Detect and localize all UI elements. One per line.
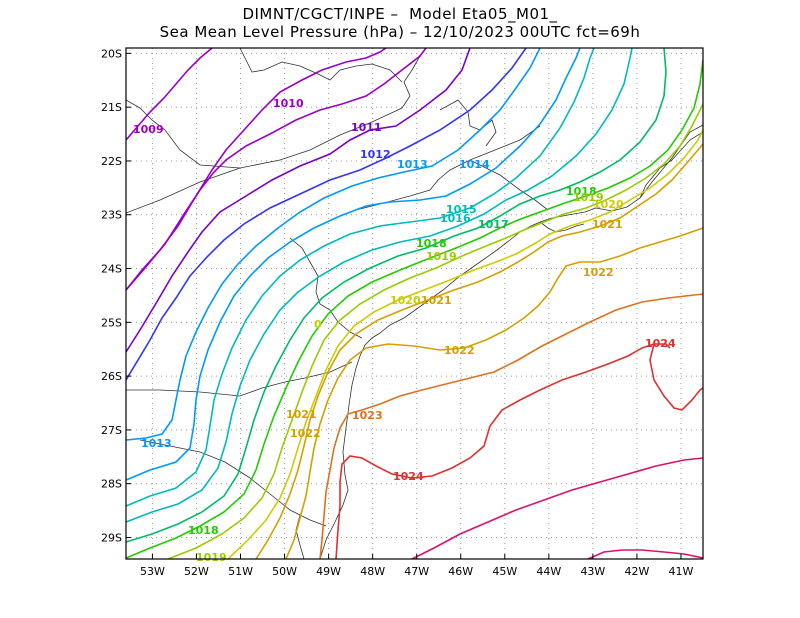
river-border-north (239, 48, 403, 83)
contour-label: 1023 (352, 409, 383, 422)
x-tick-label: 48W (360, 565, 385, 578)
state-border-mg-es (639, 131, 703, 199)
contour-label: 1019 (196, 551, 227, 564)
isobar-1025 (411, 457, 703, 559)
state-border-sc-rs (139, 439, 327, 527)
contour-label: 1022 (444, 344, 475, 357)
y-tick-label: 20S (101, 47, 122, 60)
isobars (126, 48, 703, 559)
state-border-sp-pr (289, 237, 363, 339)
contour-label: 1020 (390, 294, 421, 307)
isobar-1015 (126, 48, 595, 507)
title-line-2: Sea Mean Level Pressure (hPa) – 12/10/20… (159, 23, 641, 41)
contour-labels: 1009 1010 1011 1012 1013 1014 1015 1016 … (133, 97, 676, 564)
isobar-1024 (335, 343, 671, 559)
contour-label: 1013 (141, 437, 172, 450)
x-tick-label: 47W (404, 565, 429, 578)
x-tick-label: 41W (669, 565, 694, 578)
y-axis-ticks: 20S 21S 22S 23S 24S 25S 26S 27S 28S 29S (101, 47, 131, 544)
contour-label: 1022 (583, 266, 614, 279)
y-tick-label: 27S (101, 424, 122, 437)
x-tick-label: 52W (184, 565, 209, 578)
y-tick-label: 23S (101, 209, 122, 222)
state-border-ms (126, 99, 241, 169)
contour-label: 1021 (592, 218, 623, 231)
isobar-1011 (126, 48, 471, 353)
contour-label: 1016 (440, 212, 471, 225)
isobar-1016 (126, 48, 633, 523)
bay-outline (539, 221, 585, 233)
x-tick-label: 46W (448, 565, 473, 578)
y-tick-label: 22S (101, 155, 122, 168)
isobar-1023 (319, 293, 703, 559)
contour-label: 1018 (566, 185, 597, 198)
x-tick-label: 45W (492, 565, 517, 578)
y-tick-label: 29S (101, 531, 122, 544)
contour-label: 1019 (426, 250, 457, 263)
contour-label: 1024 (393, 470, 424, 483)
contour-label: 1009 (133, 123, 164, 136)
contour-label: 1015 (446, 203, 477, 216)
contour-label: 1021 (421, 294, 452, 307)
isobar-1020 (227, 129, 703, 559)
x-tick-label: 44W (536, 565, 561, 578)
x-tick-label: 42W (624, 565, 649, 578)
isobar-1009-b (126, 48, 387, 291)
contour-label: 1010 (273, 97, 304, 110)
contour-label: 1018 (416, 237, 447, 250)
contour-label: 1024 (645, 337, 676, 350)
y-tick-label: 21S (101, 101, 122, 114)
isobar-1025-b (587, 549, 703, 559)
contour-label: 1014 (459, 158, 490, 171)
contour-label: 1022 (290, 427, 321, 440)
y-tick-label: 28S (101, 478, 122, 491)
isobar-1024-b (649, 343, 703, 411)
x-tick-label: 51W (228, 565, 253, 578)
state-border-mg-rj (469, 159, 549, 211)
contour-label: 1021 (286, 408, 317, 421)
x-axis-ticks: 53W 52W 51W 50W 49W 48W 47W 46W 45W 44W 43W 42W 41W (140, 554, 694, 578)
isobar-1019 (167, 103, 703, 559)
contour-label: 1017 (478, 218, 509, 231)
lake-patos (295, 514, 305, 559)
isobar-1014 (126, 48, 581, 481)
map-frame (125, 47, 704, 560)
x-tick-label: 53W (140, 565, 165, 578)
contour-label: 0 (314, 318, 322, 331)
state-border-mg-sp (126, 55, 421, 214)
state-border-pr-sc (126, 361, 353, 397)
isobar-1017 (126, 48, 667, 543)
contour-label: 1020 (593, 198, 624, 211)
contour-label: 1019 (573, 191, 604, 204)
x-tick-label: 43W (580, 565, 605, 578)
y-tick-label: 25S (101, 316, 122, 329)
isobar-1018 (126, 59, 703, 559)
contour-label: 1018 (188, 524, 219, 537)
reservoir-lines (439, 99, 497, 147)
contour-label: 1011 (351, 121, 382, 134)
y-tick-label: 26S (101, 370, 122, 383)
y-tick-label: 24S (101, 263, 122, 276)
x-tick-label: 50W (272, 565, 297, 578)
isobar-1012 (126, 48, 527, 381)
isobar-1013 (126, 48, 541, 441)
title-line-1: DIMNT/CGCT/INPE – Model Eta05_M01_ (242, 5, 558, 23)
contour-label: 1013 (397, 158, 428, 171)
state-border-sp-rj (355, 125, 541, 211)
contour-label: 1012 (360, 148, 391, 161)
isobar-1021 (255, 143, 703, 559)
isobar-1022 (285, 227, 703, 559)
isobar-1009 (126, 48, 213, 141)
isobar-1010 (126, 48, 427, 291)
x-tick-label: 49W (316, 565, 341, 578)
